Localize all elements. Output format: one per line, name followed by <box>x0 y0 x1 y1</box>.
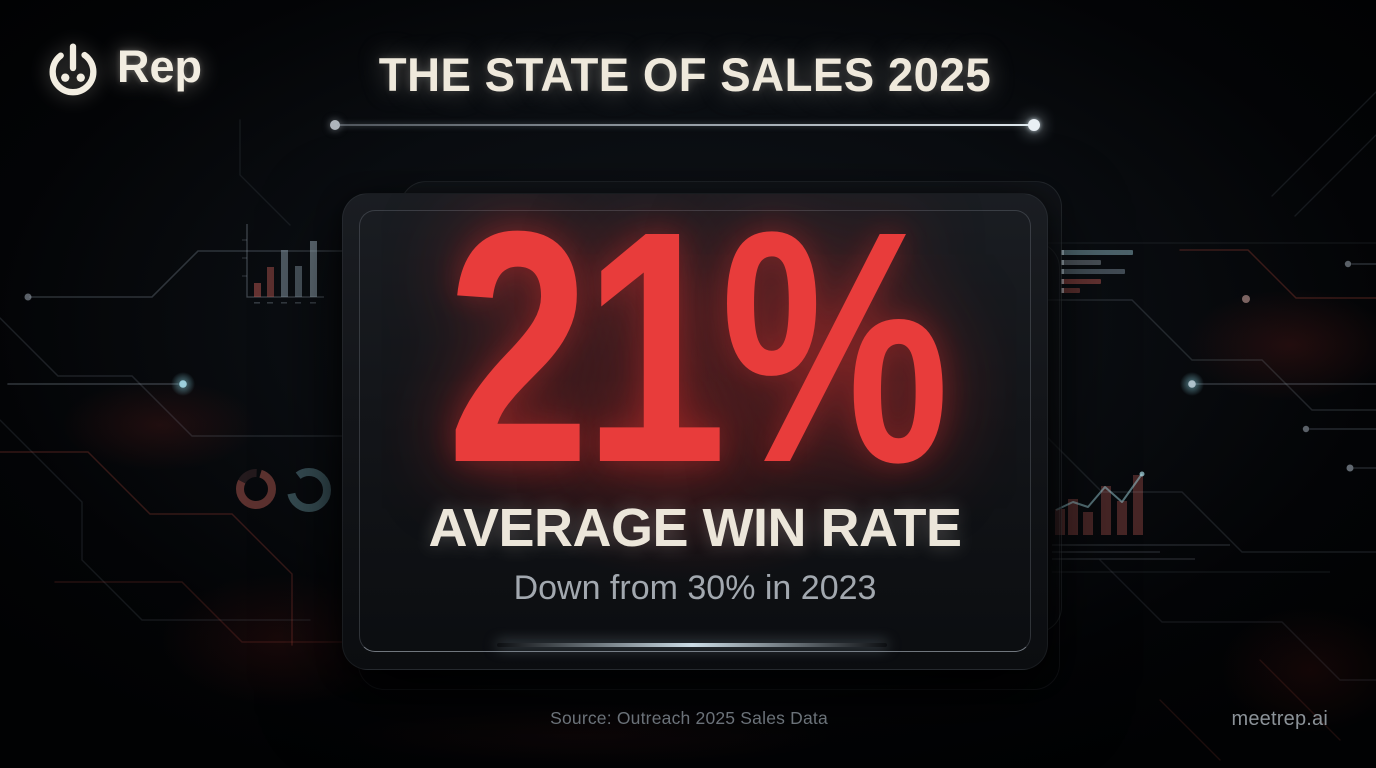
stat-label: AVERAGE WIN RATE <box>428 498 962 558</box>
underline-left-dot <box>330 120 340 130</box>
logo: Rep <box>42 36 202 98</box>
website-url: meetrep.ai <box>1231 708 1328 730</box>
trend-chart-icon <box>1052 471 1330 573</box>
underline-line <box>337 124 1032 126</box>
circuit-traces-right <box>1039 91 1376 761</box>
page-title: THE STATE OF SALES 2025 <box>378 48 992 101</box>
horizontal-bars-icon <box>1045 242 1376 293</box>
logo-text: Rep <box>117 41 203 92</box>
stat-sublabel: Down from 30% in 2023 <box>513 569 877 607</box>
power-face-icon <box>49 43 97 96</box>
source-attribution: Source: Outreach 2025 Sales Data <box>550 708 828 728</box>
title-underline <box>330 119 1040 131</box>
card-inner-frame <box>359 210 1031 652</box>
mini-bar-chart-icon <box>242 224 324 304</box>
stat-value: 21% <box>446 193 950 531</box>
donut-rings-icon <box>236 468 331 512</box>
stat-card: 21% AVERAGE WIN RATE Down from 30% in 20… <box>342 193 1048 670</box>
underline-right-dot <box>1028 119 1040 131</box>
circuit-traces-left <box>0 119 346 646</box>
